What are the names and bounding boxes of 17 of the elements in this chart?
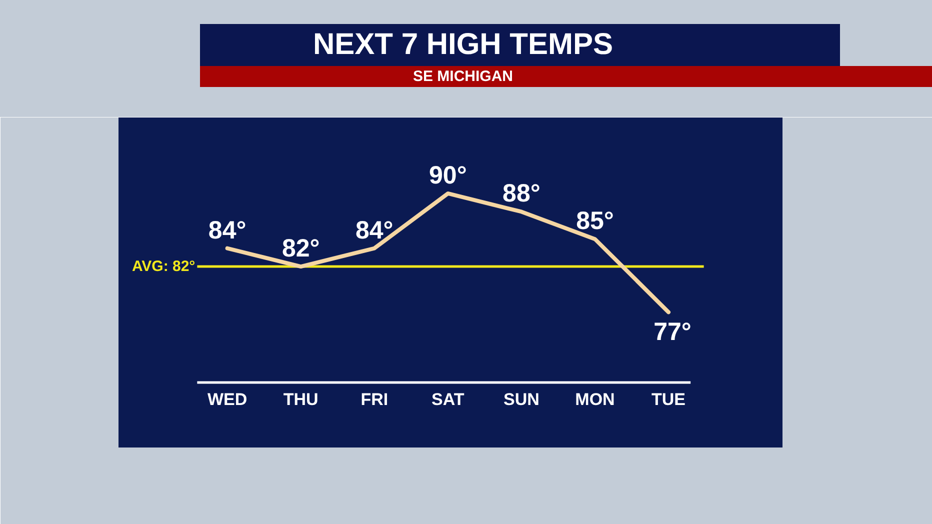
x-tick-label: SAT	[432, 390, 465, 409]
x-tick-label: TUE	[652, 390, 686, 409]
data-label: 90°	[429, 161, 467, 190]
x-tick-label: FRI	[360, 390, 388, 409]
x-tick-label: THU	[283, 390, 318, 409]
x-tick-label: MON	[575, 390, 615, 409]
data-label: 84°	[355, 216, 394, 244]
data-label: 88°	[502, 180, 540, 208]
x-tick-label: SUN	[504, 390, 540, 409]
data-label: 82°	[282, 234, 320, 263]
chart-subtitle: SE MICHIGAN	[412, 67, 514, 87]
ref-line-label: AVG: 82°	[132, 258, 196, 276]
data-label: 85°	[576, 207, 614, 236]
data-label: 77°	[654, 318, 692, 346]
x-tick-label: WED	[208, 390, 248, 409]
chart-title: NEXT 7 HIGH TEMPS	[312, 27, 614, 63]
data-label: 84°	[208, 216, 246, 244]
